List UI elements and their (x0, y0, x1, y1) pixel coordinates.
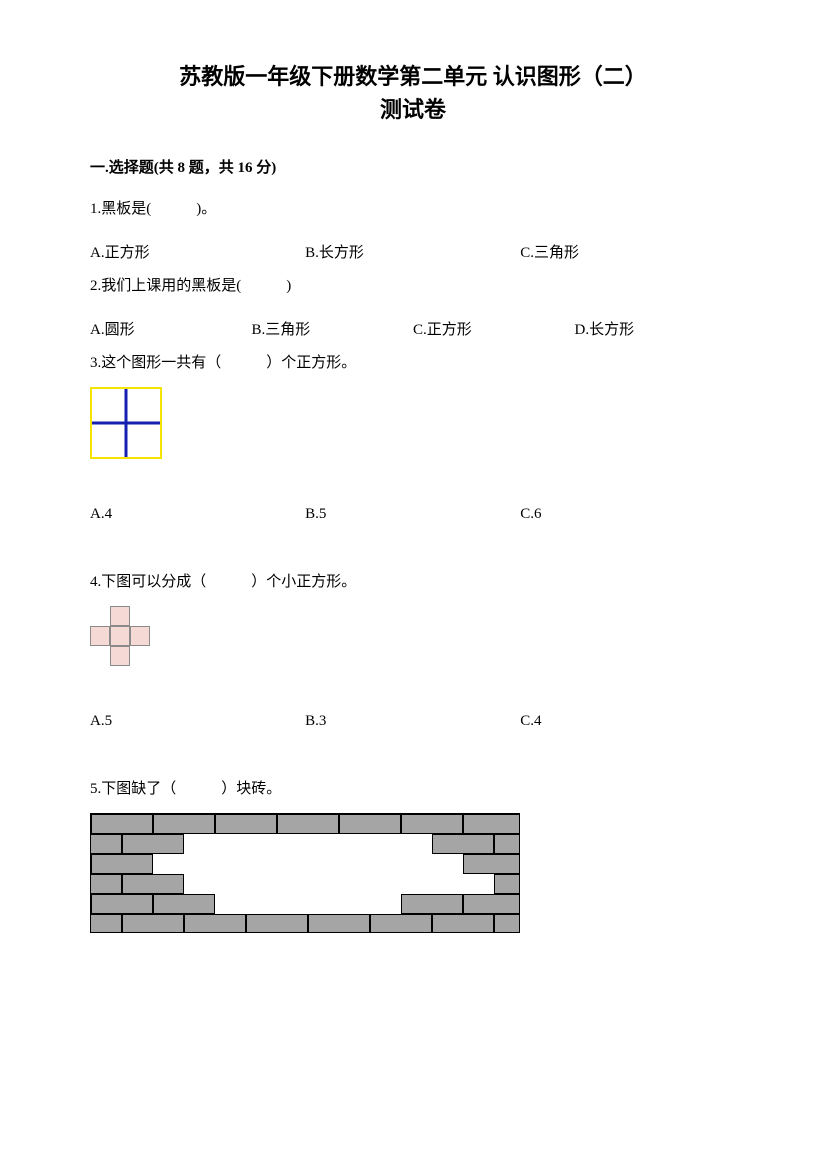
q2-opt-a: A.圆形 (90, 318, 252, 344)
q4-figure (90, 606, 150, 666)
q1-opt-a: A.正方形 (90, 241, 305, 267)
q2-text: 2.我们上课用的黑板是( ) (90, 274, 736, 300)
q4-opt-c: C.4 (520, 709, 735, 735)
q3-figure (90, 387, 736, 459)
q3-opt-a: A.4 (90, 502, 305, 528)
q2-opt-b: B.三角形 (252, 318, 414, 344)
q2-opt-c: C.正方形 (413, 318, 575, 344)
q2-options: A.圆形 B.三角形 C.正方形 D.长方形 (90, 318, 736, 344)
page-title: 苏教版一年级下册数学第二单元 认识图形（二） 测试卷 (90, 60, 736, 126)
title-line2: 测试卷 (380, 97, 446, 122)
q3-opt-b: B.5 (305, 502, 520, 528)
q3-opt-c: C.6 (520, 502, 735, 528)
q4-opt-b: B.3 (305, 709, 520, 735)
q5-figure (90, 813, 520, 933)
title-line1: 苏教版一年级下册数学第二单元 认识图形（二） (179, 64, 647, 89)
q5-text: 5.下图缺了（ ）块砖。 (90, 777, 736, 803)
q1-options: A.正方形 B.长方形 C.三角形 (90, 241, 736, 267)
q1-opt-c: C.三角形 (520, 241, 735, 267)
q4-options: A.5 B.3 C.4 (90, 709, 736, 735)
q1-opt-b: B.长方形 (305, 241, 520, 267)
q2-opt-d: D.长方形 (575, 318, 737, 344)
q4-opt-a: A.5 (90, 709, 305, 735)
q3-text: 3.这个图形一共有（ ）个正方形。 (90, 351, 736, 377)
section-1-header: 一.选择题(共 8 题，共 16 分) (90, 156, 736, 177)
q4-text: 4.下图可以分成（ ）个小正方形。 (90, 570, 736, 596)
q1-text: 1.黑板是( )。 (90, 197, 736, 223)
q3-options: A.4 B.5 C.6 (90, 502, 736, 528)
